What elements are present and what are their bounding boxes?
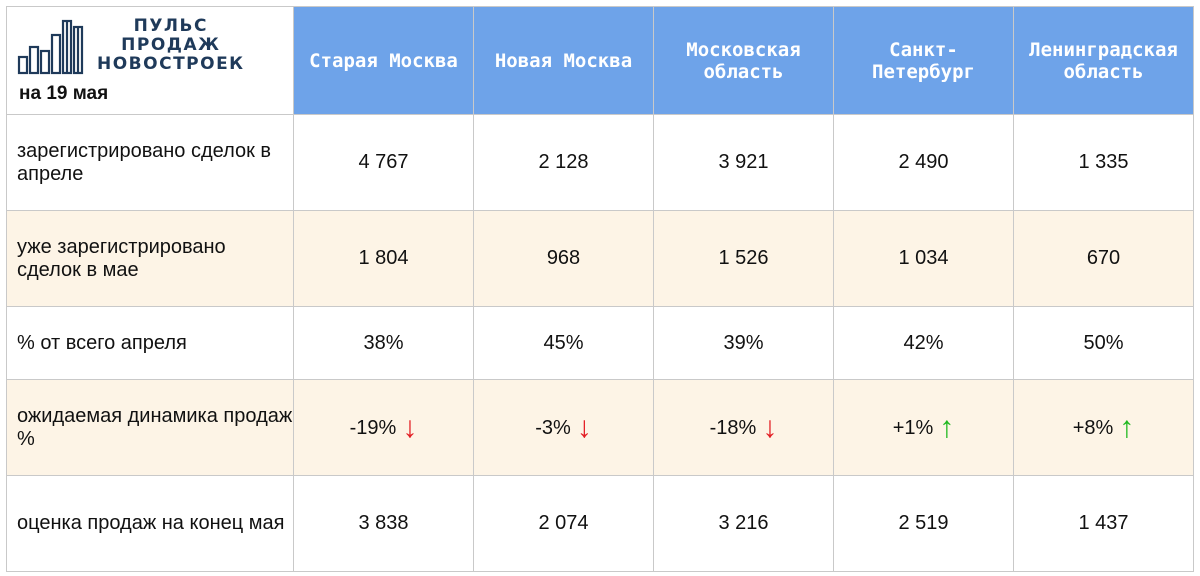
arrow-up-icon: ↑: [1119, 410, 1135, 444]
arrow-down-icon: ↓: [576, 410, 592, 444]
region-header: Новая Москва: [473, 6, 654, 115]
table-cell: -18% ↓: [653, 379, 834, 476]
table-cell: -3% ↓: [473, 379, 654, 476]
table-row: уже зарегистрировано сделок в мае 1 804 …: [6, 210, 1194, 307]
row-label: оценка продаж на конец мая: [6, 475, 294, 572]
arrow-down-icon: ↓: [402, 410, 418, 444]
table-cell: 3 216: [653, 475, 834, 572]
dynamics-value: -18%: [709, 416, 757, 439]
logo-line: ПУЛЬС: [133, 16, 208, 36]
report-date: на 19 мая: [19, 83, 109, 104]
row-label: ожидаемая динамика продаж %: [6, 379, 294, 476]
table-cell: +1% ↑: [833, 379, 1014, 476]
table-cell: 42%: [833, 306, 1014, 380]
logo-line: ПРОДАЖ: [121, 35, 221, 55]
table-row: % от всего апреля 38% 45% 39% 42% 50%: [6, 306, 1194, 380]
dynamics-value: +8%: [1072, 416, 1114, 439]
table-header-row: ПУЛЬС ПРОДАЖ НОВОСТРОЕК на 19 мая Старая…: [6, 6, 1194, 115]
table-cell: 1 804: [293, 210, 474, 307]
row-label: % от всего апреля: [6, 306, 294, 380]
table-row: ожидаемая динамика продаж % -19% ↓ -3% ↓ -…: [6, 379, 1194, 476]
table-row: оценка продаж на конец мая 3 838 2 074 3…: [6, 475, 1194, 572]
table-cell: 3 921: [653, 114, 834, 211]
table-cell: 1 526: [653, 210, 834, 307]
table-row: зарегистрировано сделок в апреле 4 767 2…: [6, 114, 1194, 211]
table-cell: 2 519: [833, 475, 1014, 572]
table-cell: 39%: [653, 306, 834, 380]
logo-text: ПУЛЬС ПРОДАЖ НОВОСТРОЕК: [97, 17, 245, 74]
table-cell: 1 335: [1013, 114, 1194, 211]
sales-pulse-table: ПУЛЬС ПРОДАЖ НОВОСТРОЕК на 19 мая Старая…: [6, 6, 1194, 572]
logo-line: НОВОСТРОЕК: [97, 54, 245, 74]
table-cell: 50%: [1013, 306, 1194, 380]
dynamics-value: +1%: [892, 416, 934, 439]
region-header: Старая Москва: [293, 6, 474, 115]
logo: ПУЛЬС ПРОДАЖ НОВОСТРОЕК: [17, 17, 287, 77]
table-cell: 2 074: [473, 475, 654, 572]
table-cell: 1 437: [1013, 475, 1194, 572]
region-header: Ленинградская область: [1013, 6, 1194, 115]
table-cell: -19% ↓: [293, 379, 474, 476]
table-cell: 968: [473, 210, 654, 307]
sales-table-container: ПУЛЬС ПРОДАЖ НОВОСТРОЕК на 19 мая Старая…: [6, 6, 1194, 572]
arrow-down-icon: ↓: [762, 410, 778, 444]
region-header: Санкт-Петербург: [833, 6, 1014, 115]
table-cell: 2 128: [473, 114, 654, 211]
row-label: уже зарегистрировано сделок в мае: [6, 210, 294, 307]
table-cell: 1 034: [833, 210, 1014, 307]
table-cell: 3 838: [293, 475, 474, 572]
dynamics-value: -19%: [349, 416, 397, 439]
dynamics-value: -3%: [535, 416, 571, 439]
city-buildings-bars-icon: [17, 19, 84, 75]
logo-cell: ПУЛЬС ПРОДАЖ НОВОСТРОЕК на 19 мая: [6, 6, 294, 115]
table-cell: +8% ↑: [1013, 379, 1194, 476]
region-header: Московская область: [653, 6, 834, 115]
table-cell: 45%: [473, 306, 654, 380]
table-cell: 38%: [293, 306, 474, 380]
table-cell: 2 490: [833, 114, 1014, 211]
table-cell: 4 767: [293, 114, 474, 211]
table-cell: 670: [1013, 210, 1194, 307]
row-label: зарегистрировано сделок в апреле: [6, 114, 294, 211]
arrow-up-icon: ↑: [939, 410, 955, 444]
